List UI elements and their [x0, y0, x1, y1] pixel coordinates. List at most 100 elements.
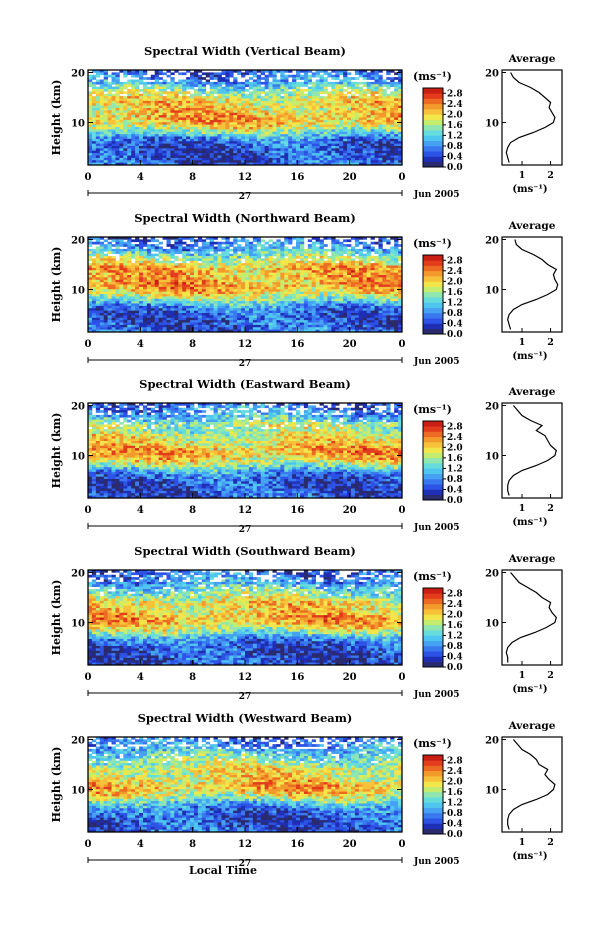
colorbar-tick-label: 2.0 — [447, 777, 463, 787]
average-xtick-label: 1 — [519, 670, 526, 681]
chart-panel-3: Spectral Width (Southward Beam)1020Heigh… — [50, 544, 563, 702]
colorbar-cell — [423, 781, 443, 787]
colorbar-tick-label: 1.2 — [447, 631, 463, 641]
panel-title: Spectral Width (Northward Beam) — [134, 211, 356, 225]
colorbar-cell — [423, 619, 443, 626]
colorbar-cell — [423, 426, 443, 432]
ytick-label: 10 — [71, 452, 85, 463]
colorbar-tick-label: 1.6 — [447, 121, 463, 131]
chart-panel-2: Spectral Width (Eastward Beam) 10 20 Height… — [50, 377, 563, 535]
average-xtick-label: 2 — [547, 337, 554, 348]
colorbar-cell — [423, 770, 443, 777]
colorbar-cell — [423, 140, 443, 147]
colorbar-cell — [423, 755, 443, 761]
colorbar-tick-label: 2.4 — [447, 600, 463, 610]
colorbar-cell — [423, 255, 443, 261]
colorbar-cell — [423, 151, 443, 157]
xtick-label: 8 — [189, 505, 196, 516]
colorbar-tick-label: 1.2 — [447, 798, 463, 808]
xtick-label: 8 — [189, 839, 196, 850]
average-ytick-label: 20 — [485, 69, 499, 80]
colorbar-tick-label: 0.0 — [447, 830, 463, 840]
colorbar-unit: (ms⁻¹) — [413, 403, 452, 416]
colorbar-cell — [423, 307, 443, 314]
xtick-label: 0 — [85, 839, 92, 850]
colorbar-cell — [423, 645, 443, 652]
colorbar-cell — [423, 588, 443, 594]
colorbar-cell — [423, 447, 443, 453]
xtick-label: 20 — [343, 839, 357, 850]
xtick-label: 8 — [189, 172, 196, 183]
average-xlabel: (ms⁻¹) — [512, 851, 547, 862]
panel-title: Spectral Width (Vertical Beam) — [144, 44, 346, 58]
ytick-label: 10 — [71, 619, 85, 630]
colorbar-tick-label: 1.2 — [447, 464, 463, 474]
ytick-label: 10 — [71, 786, 85, 797]
colorbar-cell — [423, 323, 443, 330]
xtick-label: 0 — [85, 339, 92, 350]
colorbar-tick-label: 0.0 — [447, 496, 463, 506]
xtick-label: 12 — [238, 839, 252, 850]
y-axis-label: Height (km) — [50, 413, 63, 489]
colorbar-cell — [423, 103, 443, 110]
xtick-label: 4 — [137, 339, 144, 350]
day-label: 27 — [239, 525, 252, 535]
average-xtick-label: 1 — [519, 170, 526, 181]
colorbar-tick-label: 2.8 — [447, 422, 463, 432]
average-ytick-label: 10 — [485, 619, 499, 630]
colorbar-cell — [423, 609, 443, 615]
colorbar-cell — [423, 431, 443, 438]
xtick-label: 8 — [189, 339, 196, 350]
colorbar-tick-label: 0.0 — [447, 330, 463, 340]
average-ytick-label: 20 — [485, 402, 499, 413]
xtick-label: 16 — [290, 839, 304, 850]
colorbar-cell — [423, 135, 443, 141]
colorbar-tick-label: 1.6 — [447, 288, 463, 298]
x-axis-label: Local Time — [189, 864, 257, 877]
average-frame — [501, 69, 563, 166]
xtick-label: 20 — [343, 505, 357, 516]
xtick-label: 16 — [290, 505, 304, 516]
colorbar-tick-label: 2.0 — [447, 443, 463, 453]
colorbar-cell — [423, 436, 443, 443]
xtick-label: 0 — [85, 172, 92, 183]
colorbar-cell — [423, 630, 443, 636]
xtick-label: 0 — [85, 505, 92, 516]
colorbar-cell — [423, 468, 443, 474]
average-frame — [501, 236, 563, 333]
colorbar-cell — [423, 302, 443, 308]
colorbar-cell — [423, 786, 443, 793]
y-axis-label: Height (km) — [50, 580, 63, 656]
ytick-label: 20 — [71, 236, 85, 247]
xtick-label: 4 — [137, 839, 144, 850]
heatmap-field — [88, 737, 403, 833]
date-label: Jun 2005 — [413, 523, 460, 533]
colorbar-cell — [423, 442, 443, 448]
colorbar-cell — [423, 776, 443, 782]
colorbar-cell — [423, 281, 443, 287]
colorbar-tick-label: 0.4 — [447, 819, 463, 829]
heatmap-field — [88, 403, 403, 499]
panel-title: Spectral Width (Eastward Beam) — [139, 377, 351, 391]
average-xtick-label: 1 — [519, 837, 526, 848]
day-label: 27 — [239, 359, 252, 369]
average-frame — [501, 569, 563, 666]
colorbar-tick-label: 2.8 — [447, 89, 463, 99]
colorbar-tick-label: 0.4 — [447, 152, 463, 162]
colorbar-cell — [423, 484, 443, 490]
panel-title: Spectral Width (Westward Beam) — [138, 711, 353, 725]
colorbar-cell — [423, 760, 443, 766]
colorbar-cell — [423, 635, 443, 641]
colorbar-tick-label: 0.4 — [447, 319, 463, 329]
panel-title: Spectral Width (Southward Beam) — [134, 544, 356, 558]
colorbar-tick-label: 0.0 — [447, 163, 463, 173]
ytick-label: 10 — [71, 286, 85, 297]
colorbar-tick-label: 2.0 — [447, 277, 463, 287]
colorbar-cell — [423, 598, 443, 605]
average-profile-line — [505, 572, 557, 663]
average-xlabel: (ms⁻¹) — [512, 184, 547, 195]
xtick-label: 0 — [399, 505, 406, 516]
average-ytick-label: 10 — [485, 119, 499, 130]
average-profile-line — [507, 739, 556, 830]
date-label: Jun 2005 — [413, 190, 460, 200]
